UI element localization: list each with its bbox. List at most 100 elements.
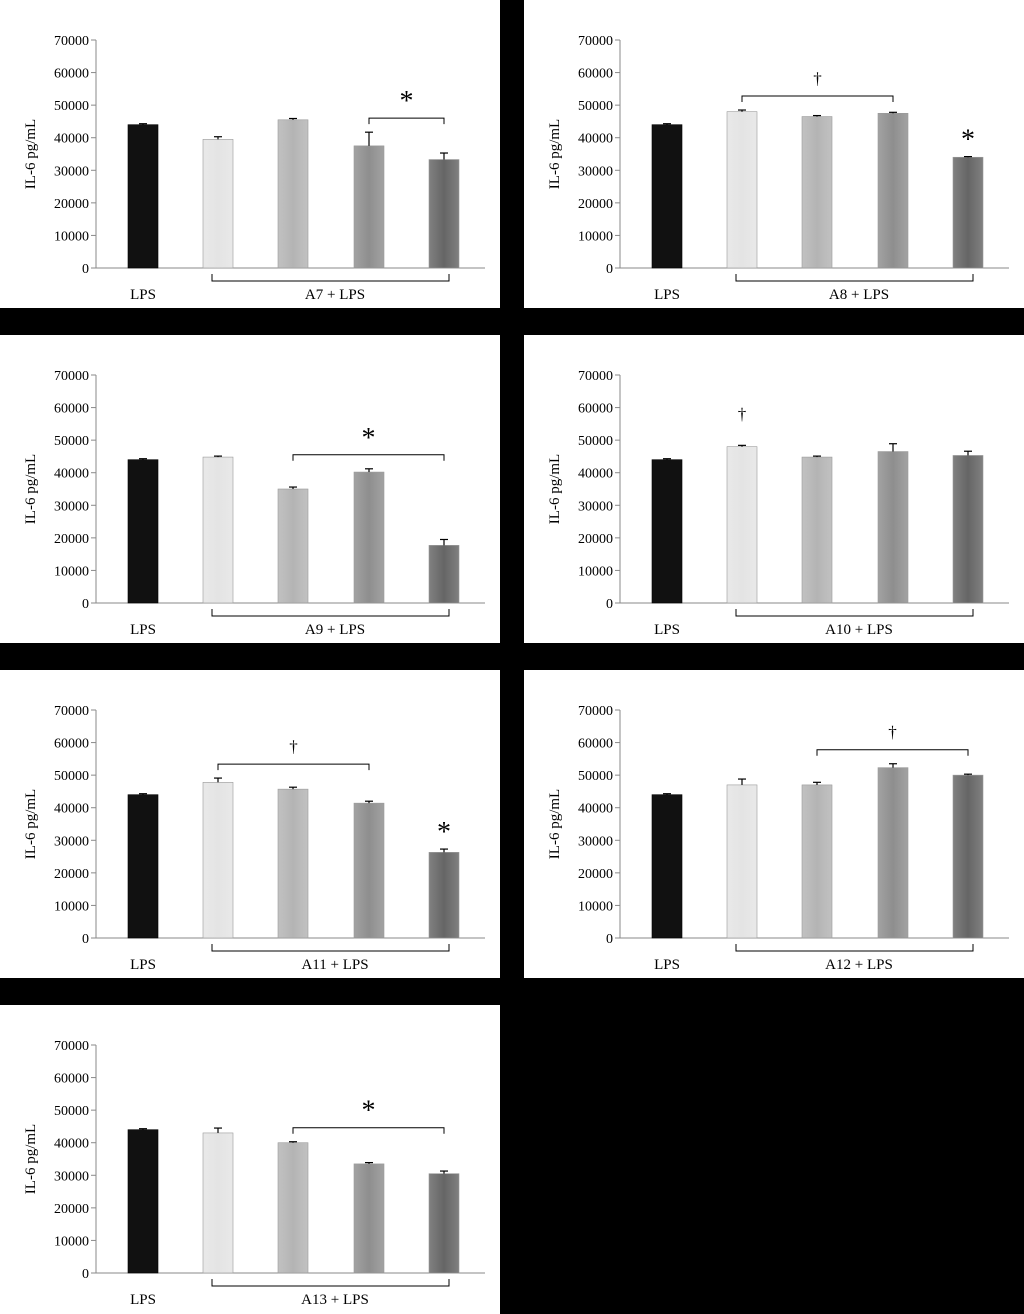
y-tick-label: 50000 [578, 99, 613, 114]
y-tick-label: 50000 [54, 769, 89, 784]
bar [651, 794, 683, 939]
bar [127, 794, 159, 939]
bar [877, 767, 909, 939]
y-tick-label: 0 [606, 597, 613, 612]
significance-bracket [741, 95, 894, 103]
y-tick-label: 60000 [54, 402, 89, 417]
bar [726, 446, 758, 604]
bar [277, 119, 309, 269]
y-tick-label: 10000 [578, 229, 613, 244]
control-label: LPS [654, 622, 680, 638]
group-bracket [735, 609, 974, 617]
y-tick-label: 60000 [578, 402, 613, 417]
y-tick-label: 0 [606, 262, 613, 277]
bar [202, 782, 234, 939]
chart-svg: 0 10000 20000 30000 40000 50000 60000 70000 IL-6… [23, 704, 485, 973]
chart-panel-a13: 0 10000 20000 30000 40000 50000 60000 70000 IL-6… [0, 1005, 500, 1314]
y-axis-label: IL-6 pg/mL [23, 119, 39, 189]
bar [353, 1163, 385, 1274]
y-tick-label: 60000 [54, 1072, 89, 1087]
y-tick-label: 70000 [578, 704, 613, 719]
y-tick-label: 30000 [54, 499, 89, 514]
significance-bracket [292, 1127, 445, 1134]
y-tick-label: 30000 [54, 834, 89, 849]
y-tick-label: 60000 [54, 737, 89, 752]
control-label: LPS [654, 287, 680, 303]
bar [202, 139, 234, 269]
control-label: LPS [654, 957, 680, 973]
bar [202, 1132, 234, 1274]
bar [428, 545, 460, 604]
bar [353, 471, 385, 604]
y-tick-label: 0 [82, 932, 89, 947]
significance-bracket [292, 454, 445, 461]
y-tick-label: 0 [82, 262, 89, 277]
chart-svg: 0 10000 20000 30000 40000 50000 60000 70000 IL-6… [547, 704, 1009, 973]
y-tick-label: 50000 [54, 434, 89, 449]
y-tick-label: 70000 [578, 369, 613, 384]
bar [952, 156, 984, 269]
y-tick-label: 40000 [578, 132, 613, 147]
bar [277, 488, 309, 604]
bar [651, 459, 683, 604]
y-tick-label: 30000 [578, 499, 613, 514]
significance-marker: * [400, 86, 414, 117]
significance-marker: * [961, 125, 975, 156]
y-axis-label: IL-6 pg/mL [547, 454, 563, 524]
y-tick-label: 20000 [578, 867, 613, 882]
y-axis-label: IL-6 pg/mL [547, 789, 563, 859]
y-tick-label: 30000 [54, 164, 89, 179]
bar [202, 456, 234, 604]
chart-svg: 0 10000 20000 30000 40000 50000 60000 70000 IL-6… [23, 369, 485, 638]
y-tick-label: 10000 [54, 1234, 89, 1249]
group-bracket [211, 944, 450, 952]
y-axis-label: IL-6 pg/mL [23, 1124, 39, 1194]
y-axis-label: IL-6 pg/mL [547, 119, 563, 189]
group-bracket [735, 944, 974, 952]
bar [801, 116, 833, 269]
y-tick-label: 70000 [54, 1039, 89, 1054]
group-label: A11 + LPS [301, 957, 368, 973]
y-tick-label: 60000 [54, 67, 89, 82]
y-tick-label: 20000 [578, 197, 613, 212]
group-bracket [211, 274, 450, 282]
significance-marker: * [362, 1096, 376, 1127]
control-label: LPS [130, 287, 156, 303]
chart-panel-a12: 0 10000 20000 30000 40000 50000 60000 70000 IL-6… [524, 670, 1024, 978]
y-tick-label: 60000 [578, 67, 613, 82]
bar [127, 124, 159, 269]
y-tick-label: 0 [606, 932, 613, 947]
y-tick-label: 50000 [54, 1104, 89, 1119]
chart-panel-a10: 0 10000 20000 30000 40000 50000 60000 70000 IL-6… [524, 335, 1024, 643]
y-tick-label: 70000 [54, 369, 89, 384]
bar [801, 784, 833, 939]
bar [277, 1142, 309, 1274]
bar [127, 459, 159, 604]
bar [877, 112, 909, 269]
y-tick-label: 50000 [54, 99, 89, 114]
y-tick-label: 20000 [578, 532, 613, 547]
y-tick-label: 10000 [54, 899, 89, 914]
bar [127, 1129, 159, 1274]
y-tick-label: 40000 [54, 132, 89, 147]
chart-panel-a11: 0 10000 20000 30000 40000 50000 60000 70000 IL-6… [0, 670, 500, 978]
y-tick-label: 10000 [578, 564, 613, 579]
chart-svg: 0 10000 20000 30000 40000 50000 60000 70000 IL-6… [547, 369, 1009, 638]
significance-marker: † [738, 404, 747, 423]
y-tick-label: 10000 [54, 564, 89, 579]
bar [353, 802, 385, 939]
y-tick-label: 20000 [54, 532, 89, 547]
bar [428, 1173, 460, 1274]
y-tick-label: 20000 [54, 197, 89, 212]
significance-marker: † [289, 737, 298, 756]
significance-marker: * [362, 423, 376, 454]
group-label: A8 + LPS [829, 287, 889, 303]
y-tick-label: 20000 [54, 867, 89, 882]
significance-bracket [368, 117, 445, 125]
y-tick-label: 30000 [578, 834, 613, 849]
bar [952, 455, 984, 604]
control-label: LPS [130, 957, 156, 973]
y-tick-label: 70000 [54, 704, 89, 719]
bar [428, 159, 460, 269]
y-tick-label: 0 [82, 597, 89, 612]
